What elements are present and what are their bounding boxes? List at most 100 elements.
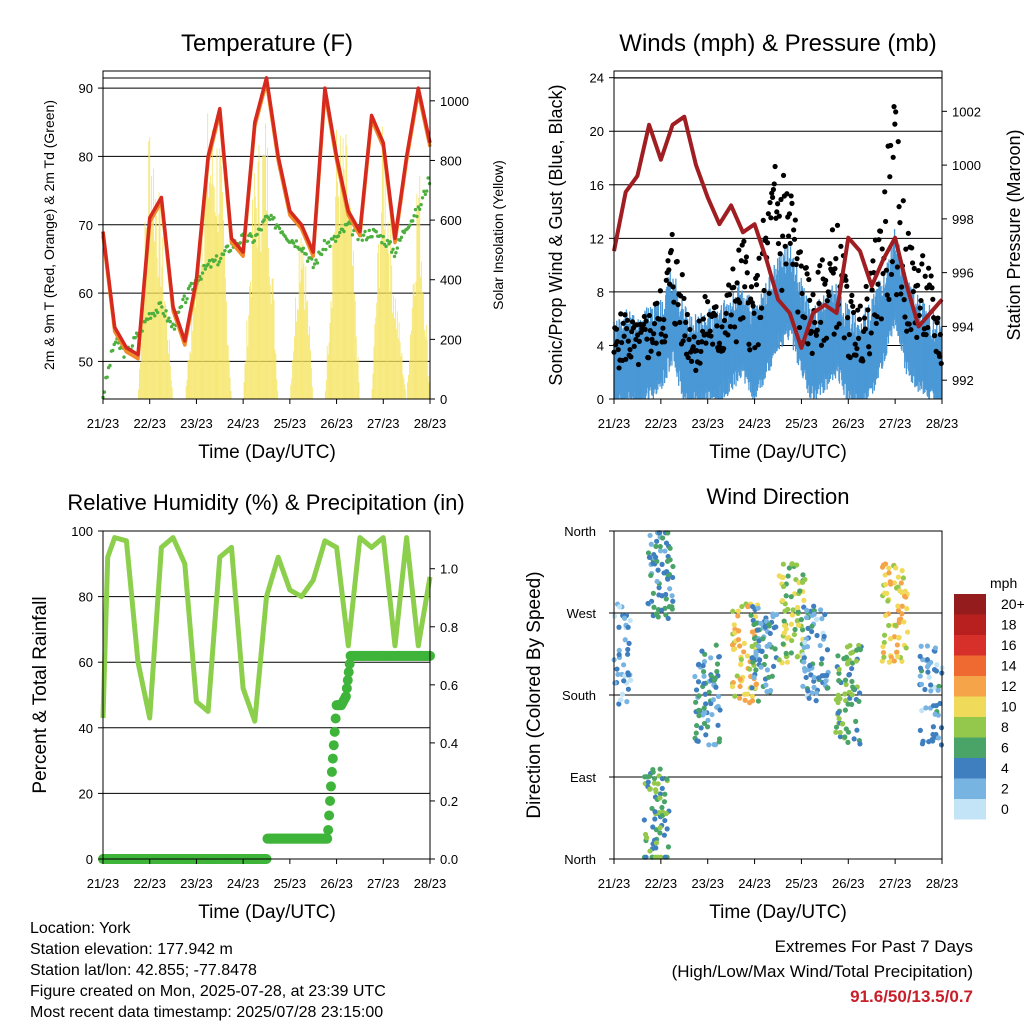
direction-point [788, 650, 794, 656]
direction-point [807, 663, 813, 669]
direction-point [702, 691, 708, 697]
direction-point [701, 705, 707, 711]
direction-point [657, 795, 663, 801]
gust-point [829, 227, 836, 233]
direction-point [659, 804, 665, 811]
legend-swatch [954, 799, 986, 820]
recent-text: Most recent data timestamp: 2025/07/28 2… [30, 1004, 384, 1021]
gust-point [719, 324, 725, 330]
dewpoint-point [134, 331, 139, 335]
gust-point [708, 333, 714, 339]
left-tick-label: 60 [79, 286, 93, 301]
direction-point [879, 564, 886, 570]
dewpoint-point [108, 363, 112, 368]
gust-point [805, 341, 811, 347]
direction-point [696, 713, 702, 719]
gust-point [651, 321, 658, 327]
gust-point [725, 332, 731, 338]
rh-right-ticks: 0.0 0.2 0.4 0.6 0.8 1.0 [430, 562, 458, 867]
gust-point [721, 345, 727, 352]
gust-point [869, 287, 875, 293]
legend-swatch [954, 614, 986, 635]
legend-label: 6 [1001, 740, 1009, 756]
dewpoint-point [113, 340, 118, 344]
gust-point [903, 246, 909, 252]
gust-point [823, 335, 830, 341]
direction-point [693, 730, 699, 736]
gust-point [897, 220, 903, 226]
direction-point [670, 598, 676, 604]
dewpoint-point [423, 192, 428, 197]
direction-point [670, 574, 676, 581]
dewpoint-point [158, 301, 163, 305]
direction-point [924, 657, 930, 663]
temp-plot-frame [102, 70, 431, 400]
x-tick-label: 23/23 [691, 416, 724, 431]
direction-point [650, 590, 657, 596]
left-tick-label: 80 [79, 590, 93, 605]
gust-point [841, 335, 847, 341]
direction-point [703, 732, 709, 738]
gust-point [934, 320, 940, 326]
dewpoint-point [370, 235, 374, 239]
precip-point [324, 810, 335, 821]
gust-point [785, 233, 792, 239]
gust-point [802, 314, 808, 321]
dewpoint-point [395, 246, 399, 250]
gust-point [682, 333, 688, 339]
gust-point [866, 344, 872, 350]
gust-point [663, 277, 669, 283]
gust-point [779, 287, 785, 293]
direction-point [931, 684, 938, 690]
rh-series [100, 535, 433, 724]
direction-point [704, 724, 711, 730]
dir-points [611, 530, 945, 860]
direction-point [811, 608, 817, 614]
wind-ylabel-left: Sonic/Prop Wind & Gust (Blue, Black) [546, 84, 566, 385]
dewpoint-point [102, 390, 107, 394]
gust-point [775, 201, 781, 207]
gust-point [863, 283, 869, 290]
left-tick-label: 20 [590, 124, 604, 139]
precip-point [341, 683, 352, 694]
dewpoint-point [322, 238, 327, 243]
direction-point [729, 642, 736, 648]
dewpoint-point [207, 259, 212, 263]
gust-point [857, 303, 863, 309]
dewpoint-point [402, 230, 407, 235]
gust-point [791, 227, 797, 233]
gust-point [613, 326, 620, 332]
direction-point [856, 642, 862, 649]
right-tick-label: 0.0 [440, 852, 458, 867]
gust-point [628, 354, 634, 360]
direction-point [923, 705, 929, 711]
gust-point [675, 301, 681, 308]
direction-point [715, 722, 721, 728]
direction-point [657, 548, 664, 554]
left-tick-label: 24 [590, 71, 604, 86]
direction-point [904, 606, 910, 612]
dewpoint-point [332, 234, 336, 239]
direction-point [799, 579, 806, 585]
direction-point [766, 622, 772, 628]
gust-point [936, 353, 943, 360]
gust-point [925, 265, 932, 271]
dewpoint-point [206, 262, 210, 267]
direction-point [712, 742, 719, 748]
direction-point [856, 698, 862, 704]
gust-point [661, 316, 667, 323]
direction-point [735, 608, 741, 614]
gust-point [920, 253, 926, 259]
direction-point [792, 626, 798, 633]
dewpoint-point [203, 267, 208, 271]
legend-title: mph [990, 575, 1017, 591]
dewpoint-point [268, 217, 272, 222]
gust-point [660, 325, 666, 331]
direction-point [899, 568, 905, 574]
direction-point [837, 729, 843, 736]
gust-point [906, 321, 912, 327]
gust-point [713, 304, 719, 310]
gust-point [838, 243, 844, 249]
dewpoint-point [273, 226, 278, 230]
direction-point [717, 707, 723, 713]
